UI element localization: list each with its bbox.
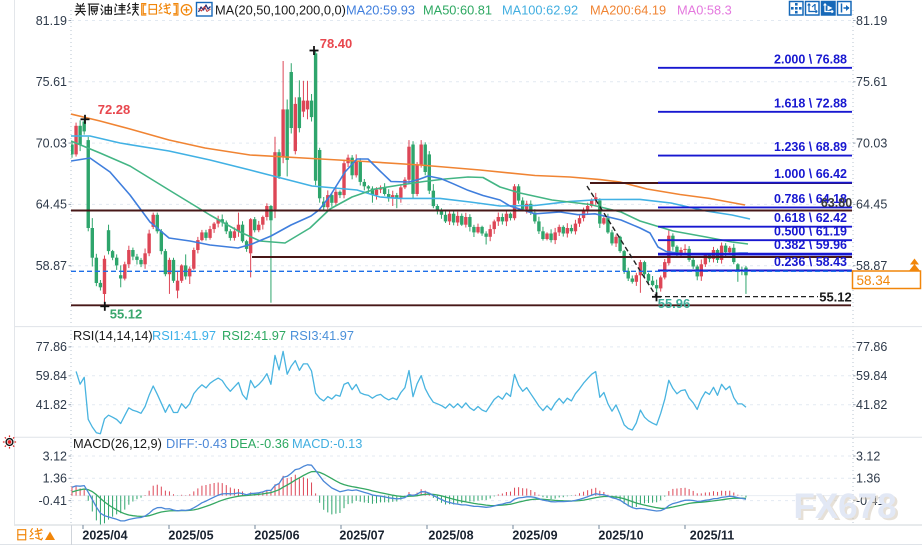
svg-text:1.236 \ 68.89: 1.236 \ 68.89 — [774, 140, 847, 154]
svg-text:0.618 \ 62.42: 0.618 \ 62.42 — [774, 211, 847, 225]
svg-text:1.36: 1.36 — [856, 472, 880, 486]
svg-text:55.96: 55.96 — [658, 296, 691, 311]
svg-text:55.12: 55.12 — [819, 290, 852, 305]
svg-text:1.000 \ 66.42: 1.000 \ 66.42 — [774, 167, 847, 181]
svg-text:63.80: 63.80 — [821, 196, 852, 210]
svg-text:MA20:59.93: MA20:59.93 — [346, 2, 415, 17]
svg-text:41.82: 41.82 — [856, 398, 887, 412]
svg-text:MA0:58.3: MA0:58.3 — [677, 2, 732, 17]
svg-text:RSI(14,14,14): RSI(14,14,14) — [73, 328, 153, 343]
svg-text:55.12: 55.12 — [110, 307, 143, 322]
svg-text:59.84: 59.84 — [36, 369, 67, 383]
svg-text:0.236 \ 58.43: 0.236 \ 58.43 — [774, 255, 847, 269]
svg-text:64.45: 64.45 — [856, 198, 887, 212]
svg-text:DEA:-0.36: DEA:-0.36 — [230, 436, 289, 451]
svg-text:2025/10: 2025/10 — [598, 529, 643, 543]
svg-text:81.19: 81.19 — [856, 14, 887, 28]
svg-text:70.03: 70.03 — [856, 136, 887, 150]
svg-text:FX678: FX678 — [793, 487, 896, 526]
svg-text:70.03: 70.03 — [36, 136, 67, 150]
svg-text:58.34: 58.34 — [857, 273, 891, 288]
svg-text:78.40: 78.40 — [320, 36, 353, 51]
svg-text:77.86: 77.86 — [36, 340, 67, 354]
svg-text:0.382 \ 59.96: 0.382 \ 59.96 — [774, 238, 847, 252]
svg-text:MACD:-0.13: MACD:-0.13 — [292, 436, 362, 451]
svg-text:64.45: 64.45 — [36, 198, 67, 212]
svg-text:81.19: 81.19 — [36, 14, 67, 28]
svg-text:MA(20,50,100,200,0,0): MA(20,50,100,200,0,0) — [215, 2, 346, 17]
svg-text:58.87: 58.87 — [36, 259, 67, 273]
svg-text:MACD(26,12,9): MACD(26,12,9) — [73, 436, 162, 451]
svg-text:0.786 \ 64.18: 0.786 \ 64.18 — [774, 192, 847, 206]
svg-text:75.61: 75.61 — [36, 75, 67, 89]
svg-text:MA50:60.81: MA50:60.81 — [423, 2, 492, 17]
svg-text:2.000 \ 76.88: 2.000 \ 76.88 — [774, 52, 847, 66]
svg-text:2025/07: 2025/07 — [339, 529, 384, 543]
svg-text:2025/09: 2025/09 — [512, 529, 557, 543]
svg-text:41.82: 41.82 — [36, 398, 67, 412]
svg-text:77.86: 77.86 — [856, 340, 887, 354]
svg-text:RSI1:41.97: RSI1:41.97 — [152, 328, 216, 343]
svg-text:MA100:62.92: MA100:62.92 — [502, 2, 578, 17]
svg-text:-0.41: -0.41 — [39, 494, 68, 508]
svg-text:2025/05: 2025/05 — [168, 529, 213, 543]
svg-text:0.500 \ 61.19: 0.500 \ 61.19 — [774, 225, 847, 239]
svg-text:3.12: 3.12 — [43, 449, 67, 463]
svg-text:3.12: 3.12 — [856, 449, 880, 463]
svg-text:59.84: 59.84 — [856, 369, 887, 383]
svg-text:72.28: 72.28 — [98, 102, 131, 117]
svg-text:75.61: 75.61 — [856, 75, 887, 89]
svg-text:DIFF:-0.43: DIFF:-0.43 — [166, 436, 227, 451]
svg-text:RSI2:41.97: RSI2:41.97 — [222, 328, 286, 343]
svg-text:2025/06: 2025/06 — [254, 529, 299, 543]
svg-text:1.618 \ 72.88: 1.618 \ 72.88 — [774, 96, 847, 110]
svg-text:2025/11: 2025/11 — [690, 529, 735, 543]
svg-text:FX678: FX678 — [796, 489, 899, 528]
svg-text:2025/04: 2025/04 — [82, 529, 127, 543]
svg-text:MA200:64.19: MA200:64.19 — [590, 2, 666, 17]
svg-text:1.36: 1.36 — [43, 472, 67, 486]
svg-text:RSI3:41.97: RSI3:41.97 — [290, 328, 354, 343]
svg-text:2025/08: 2025/08 — [428, 529, 473, 543]
svg-text:-0.41: -0.41 — [856, 494, 885, 508]
svg-text:58.87: 58.87 — [856, 259, 887, 273]
